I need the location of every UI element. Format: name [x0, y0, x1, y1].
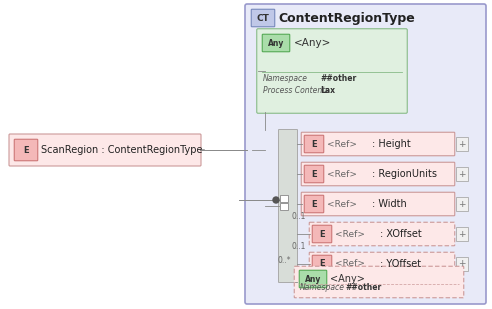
Text: <Ref>: <Ref> [335, 230, 365, 239]
Text: E: E [319, 260, 325, 269]
FancyBboxPatch shape [257, 29, 407, 113]
Text: E: E [311, 139, 317, 149]
Bar [456, 197, 468, 211]
Text: Namespace: Namespace [300, 283, 345, 293]
Text: +: + [458, 200, 466, 209]
Text: <Any>: <Any> [330, 274, 365, 284]
FancyBboxPatch shape [278, 129, 298, 282]
Text: 0..1: 0..1 [292, 212, 307, 221]
Text: ContentRegionType: ContentRegionType [278, 11, 415, 24]
Text: ScanRegion : ContentRegionType: ScanRegion : ContentRegionType [41, 145, 203, 155]
Circle shape [273, 197, 279, 203]
FancyBboxPatch shape [312, 225, 332, 243]
Bar [456, 227, 468, 241]
Text: Any: Any [305, 274, 321, 283]
Text: Namespace: Namespace [263, 74, 308, 83]
FancyBboxPatch shape [304, 195, 324, 213]
FancyBboxPatch shape [299, 270, 327, 288]
FancyBboxPatch shape [251, 9, 275, 27]
FancyBboxPatch shape [14, 139, 38, 161]
Text: E: E [319, 230, 325, 239]
Bar [456, 257, 468, 271]
Text: Any: Any [268, 39, 284, 48]
Bar [280, 195, 288, 202]
Text: 0..*: 0..* [277, 256, 290, 265]
Text: +: + [458, 170, 466, 179]
FancyBboxPatch shape [301, 162, 455, 186]
FancyBboxPatch shape [9, 134, 201, 166]
Text: <Ref>: <Ref> [327, 170, 357, 179]
Text: E: E [311, 170, 317, 179]
Text: ##other: ##other [345, 283, 381, 293]
Text: <Ref>: <Ref> [335, 260, 365, 269]
Text: : Width: : Width [372, 199, 407, 209]
Text: –: – [201, 146, 205, 154]
Text: 0..1: 0..1 [292, 242, 307, 251]
Text: CT: CT [256, 14, 270, 23]
Text: <Ref>: <Ref> [327, 139, 357, 149]
FancyBboxPatch shape [301, 192, 455, 216]
Text: E: E [23, 146, 29, 154]
FancyBboxPatch shape [309, 252, 455, 276]
Text: +: + [458, 139, 466, 149]
Bar [456, 137, 468, 151]
FancyBboxPatch shape [312, 255, 332, 273]
FancyBboxPatch shape [301, 132, 455, 156]
Text: +: + [458, 260, 466, 269]
FancyBboxPatch shape [262, 34, 290, 52]
Text: ##other: ##other [320, 74, 356, 83]
Text: <Any>: <Any> [294, 38, 332, 48]
Text: : Height: : Height [372, 139, 411, 149]
Bar [456, 167, 468, 181]
Text: : YOffset: : YOffset [380, 259, 421, 269]
FancyBboxPatch shape [294, 266, 464, 298]
Text: Lax: Lax [320, 86, 335, 95]
Text: <Ref>: <Ref> [327, 200, 357, 209]
Bar [280, 203, 288, 210]
Text: : RegionUnits: : RegionUnits [372, 169, 437, 179]
FancyBboxPatch shape [245, 4, 486, 304]
FancyBboxPatch shape [304, 165, 324, 183]
Text: Process Contents: Process Contents [263, 86, 329, 95]
FancyBboxPatch shape [304, 135, 324, 153]
Text: : XOffset: : XOffset [380, 229, 422, 239]
Text: E: E [311, 200, 317, 209]
Text: +: + [458, 230, 466, 239]
FancyBboxPatch shape [309, 222, 455, 246]
